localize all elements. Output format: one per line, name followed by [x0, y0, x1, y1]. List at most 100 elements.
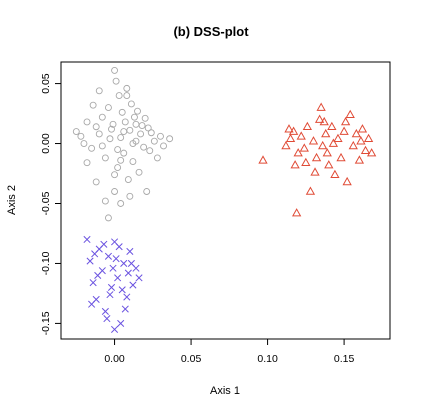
data-point-circle [98, 113, 106, 121]
data-point-x [106, 291, 114, 299]
data-point-triangle [351, 128, 361, 138]
data-point-triangle [314, 114, 325, 123]
data-point-triangle [311, 152, 322, 162]
x-tick-label: 0.00 [104, 353, 125, 365]
data-point-circle [131, 113, 138, 121]
data-point-triangle [340, 116, 351, 126]
data-point-x [114, 274, 122, 282]
data-point-circle [117, 200, 125, 207]
data-point-circle [126, 126, 134, 134]
data-point-triangle [328, 138, 339, 147]
data-point-circle [98, 142, 106, 150]
data-point-triangle [285, 133, 296, 143]
x-tick-label: 0.10 [257, 353, 278, 365]
data-point-circle [126, 192, 134, 200]
data-point-x [86, 257, 94, 265]
data-point-circle [111, 171, 119, 179]
data-point-circle [106, 135, 114, 143]
data-point-circle [153, 154, 161, 162]
data-point-triangle [322, 148, 332, 157]
data-point-x [117, 319, 125, 327]
data-point-triangle [296, 131, 306, 140]
data-point-circle [135, 168, 143, 176]
chart-title: (b) DSS-plot [173, 24, 249, 39]
plot-frame [60, 61, 391, 340]
data-point-circle [124, 176, 132, 183]
data-point-triangle [284, 124, 294, 133]
data-point-circle [138, 122, 146, 130]
data-point-x [91, 250, 99, 258]
data-point-circle [141, 114, 149, 122]
data-point-x [120, 259, 128, 268]
data-point-circle [114, 146, 122, 153]
data-point-triangle [339, 126, 349, 135]
data-point-circle [72, 128, 80, 135]
data-points [72, 66, 377, 333]
y-tick-label: 0.00 [40, 133, 52, 154]
data-point-x [107, 283, 116, 291]
data-point-triangle [293, 148, 303, 157]
data-point-triangle [348, 140, 358, 150]
data-point-circle [95, 130, 103, 138]
data-point-triangle [336, 152, 346, 162]
data-point-circle [77, 132, 85, 140]
data-point-circle [120, 149, 128, 157]
data-point-circle [123, 84, 131, 92]
data-point-x [88, 300, 96, 308]
y-tick-label: -0.05 [40, 191, 52, 215]
data-point-circle [157, 132, 164, 140]
data-point-circle [108, 125, 115, 133]
data-point-triangle [354, 155, 365, 164]
data-point-x [124, 269, 132, 277]
data-point-triangle [360, 145, 371, 155]
x-tick-label: 0.05 [181, 353, 202, 365]
x-axis: 0.00 0.05 0.10 0.15 [104, 339, 354, 365]
data-point-triangle [357, 124, 368, 133]
data-point-triangle [345, 109, 355, 119]
data-point-x [121, 305, 129, 313]
data-point-circle [111, 66, 119, 74]
data-point-x [126, 247, 134, 256]
data-point-circle [160, 142, 167, 150]
data-point-circle [83, 159, 91, 167]
x-tick-label: 0.15 [334, 353, 355, 365]
data-point-circle [111, 188, 119, 195]
data-point-circle [146, 147, 154, 155]
data-point-circle [89, 101, 97, 109]
data-point-x [127, 259, 135, 268]
data-point-circle [121, 118, 129, 126]
data-point-triangle [281, 140, 291, 150]
data-point-x [104, 252, 112, 260]
data-point-circle [134, 107, 141, 115]
data-point-circle [132, 120, 140, 128]
data-point-triangle [292, 208, 302, 217]
data-point-triangle [321, 128, 331, 138]
data-point-x [83, 235, 91, 244]
data-point-x [112, 255, 120, 263]
data-point-circle [114, 164, 122, 171]
data-point-triangle [310, 167, 320, 176]
data-point-circle [127, 100, 135, 108]
data-point-circle [95, 87, 103, 95]
data-point-circle [117, 134, 125, 141]
data-point-x [89, 279, 97, 287]
data-point-triangle [330, 169, 340, 179]
data-point-triangle [305, 186, 316, 195]
data-point-circle [101, 197, 109, 205]
data-point-circle [112, 77, 120, 85]
data-point-x [118, 286, 126, 294]
data-point-triangle [319, 116, 329, 126]
data-point-circle [118, 108, 126, 116]
data-point-triangle [342, 176, 352, 186]
data-point-circle [88, 144, 96, 152]
data-point-triangle [258, 155, 268, 164]
data-point-triangle [318, 140, 328, 150]
data-point-circle [123, 92, 131, 100]
data-point-triangle [299, 143, 309, 152]
data-point-x [129, 281, 137, 289]
data-point-x [103, 315, 111, 323]
y-axis: -0.15 -0.10 -0.05 0.00 0.05 [40, 73, 61, 335]
data-point-circle [115, 92, 123, 100]
data-point-circle [92, 123, 100, 131]
